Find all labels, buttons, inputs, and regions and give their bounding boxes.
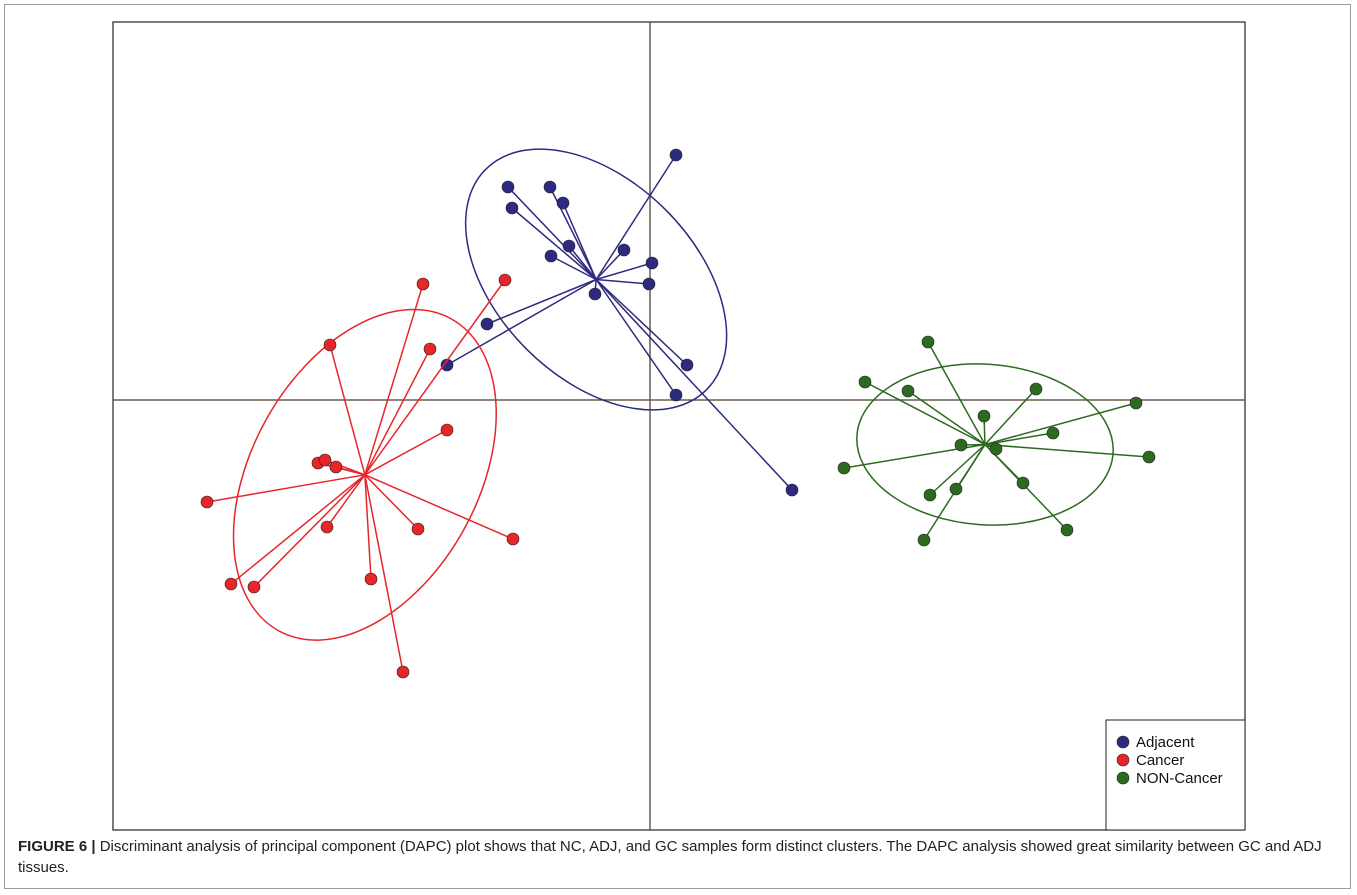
centroid-line <box>329 344 366 476</box>
point <box>921 335 935 349</box>
point <box>858 375 872 389</box>
point <box>617 243 631 257</box>
point <box>247 580 261 594</box>
centroid-line <box>446 278 597 366</box>
point <box>1129 396 1143 410</box>
centroid-line <box>595 249 625 281</box>
point <box>588 287 602 301</box>
centroid-line <box>864 381 986 446</box>
point <box>480 317 494 331</box>
point <box>506 532 520 546</box>
centroid-line <box>364 279 506 476</box>
legend-marker <box>1116 753 1130 767</box>
centroid-line <box>907 390 986 446</box>
centroid-line <box>927 341 986 445</box>
point <box>498 273 512 287</box>
centroid-line <box>364 474 372 580</box>
centroid-line <box>595 262 653 281</box>
point <box>645 256 659 270</box>
centroid-line <box>984 402 1137 446</box>
centroid-line <box>595 154 677 280</box>
point <box>440 423 454 437</box>
point <box>989 442 1003 456</box>
point <box>669 388 683 402</box>
centroid-line <box>595 278 688 366</box>
centroid-line <box>230 474 366 585</box>
point <box>396 665 410 679</box>
point <box>680 358 694 372</box>
point <box>954 438 968 452</box>
point <box>1029 382 1043 396</box>
point <box>505 201 519 215</box>
centroid-line <box>364 474 514 540</box>
legend-box <box>1105 719 1246 831</box>
plot-frame <box>112 21 1246 831</box>
point <box>364 572 378 586</box>
centroid-line <box>595 278 793 491</box>
point <box>977 409 991 423</box>
point <box>423 342 437 356</box>
centroid-line <box>596 278 650 285</box>
group-ellipse <box>464 148 728 411</box>
point <box>543 180 557 194</box>
point <box>949 482 963 496</box>
centroid-line <box>595 279 677 396</box>
legend-marker <box>1116 735 1130 749</box>
point <box>556 196 570 210</box>
caption-text: Discriminant analysis of principal compo… <box>18 838 1322 876</box>
legend-marker <box>1116 771 1130 785</box>
point <box>501 180 515 194</box>
point <box>200 495 214 509</box>
centroid-line <box>486 278 597 325</box>
centroid-line <box>507 186 597 281</box>
point <box>544 249 558 263</box>
point <box>562 239 576 253</box>
point <box>1142 450 1156 464</box>
caption-label: FIGURE 6 | <box>18 838 96 855</box>
point <box>416 277 430 291</box>
point <box>837 461 851 475</box>
centroid-line <box>364 348 431 476</box>
centroid-line <box>549 186 597 280</box>
centroid-line <box>550 255 597 281</box>
centroid-line <box>568 245 597 280</box>
centroid-line <box>929 443 986 496</box>
point <box>1016 476 1030 490</box>
centroid-line <box>511 207 597 281</box>
centroid-line <box>364 283 424 476</box>
point <box>901 384 915 398</box>
centroid-line <box>984 388 1037 446</box>
centroid-line <box>364 474 419 530</box>
point <box>224 577 238 591</box>
point <box>642 277 656 291</box>
centroid-line <box>253 474 366 588</box>
point <box>323 338 337 352</box>
centroid-line <box>364 429 448 476</box>
caption: FIGURE 6 | Discriminant analysis of prin… <box>18 836 1343 878</box>
centroid-line <box>206 474 366 503</box>
point <box>917 533 931 547</box>
centroid-line <box>562 202 597 280</box>
centroid-line <box>326 474 366 528</box>
point <box>1060 523 1074 537</box>
point <box>923 488 937 502</box>
point <box>318 453 332 467</box>
point <box>1046 426 1060 440</box>
legend-label: Cancer <box>1136 752 1184 769</box>
point <box>785 483 799 497</box>
group-ellipse <box>856 363 1114 526</box>
figure-frame <box>4 4 1351 889</box>
legend-label: Adjacent <box>1136 734 1195 751</box>
point <box>411 522 425 536</box>
centroid-line <box>984 443 1150 458</box>
legend-label: NON-Cancer <box>1136 770 1223 787</box>
point <box>440 358 454 372</box>
point <box>669 148 683 162</box>
point <box>320 520 334 534</box>
centroid-line <box>984 432 1054 446</box>
group-ellipse <box>232 308 497 641</box>
point <box>329 460 343 474</box>
centroid-line <box>364 474 404 673</box>
